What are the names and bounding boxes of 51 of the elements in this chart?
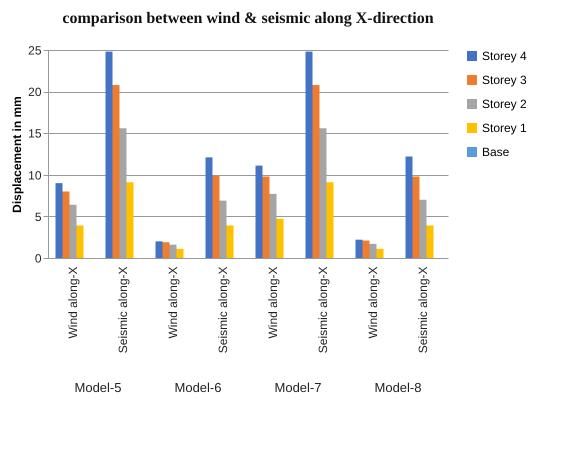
x-tick-label: Wind along-X bbox=[66, 266, 80, 339]
bar bbox=[262, 176, 270, 258]
legend-label: Storey 4 bbox=[482, 49, 528, 63]
y-tick-label: 25 bbox=[28, 44, 42, 58]
y-axis-title: Displacement in mm bbox=[10, 96, 24, 213]
legend-label: Storey 1 bbox=[482, 121, 528, 135]
bar bbox=[312, 84, 320, 258]
bar bbox=[226, 226, 234, 258]
legend-label: Storey 2 bbox=[482, 97, 528, 111]
y-tick-label: 15 bbox=[28, 126, 42, 141]
x-tick-label: Seismic along-X bbox=[416, 266, 430, 354]
bar bbox=[156, 241, 162, 258]
bar bbox=[406, 156, 412, 258]
y-tick-label: 10 bbox=[28, 168, 42, 182]
bar bbox=[276, 218, 284, 258]
x-tick-label: Wind along-X bbox=[366, 266, 380, 339]
y-tick-label: 5 bbox=[34, 210, 42, 224]
bar bbox=[326, 182, 334, 258]
bar bbox=[176, 248, 184, 258]
text: Model-5 bbox=[74, 380, 122, 395]
text: Model-7 bbox=[274, 380, 322, 395]
legend-label: Base bbox=[482, 145, 510, 159]
y-tick-label: 20 bbox=[28, 85, 42, 100]
x-tick-label: Seismic along-X bbox=[116, 266, 130, 354]
chart-title: comparison between wind & seismic along X-direction bbox=[62, 10, 434, 27]
x-tick-label: Seismic along-X bbox=[316, 266, 330, 354]
bar bbox=[306, 52, 312, 258]
bar bbox=[112, 84, 120, 258]
bar bbox=[162, 242, 170, 258]
x-tick-label: Wind along-X bbox=[266, 266, 280, 339]
bar bbox=[206, 157, 212, 258]
bar bbox=[356, 240, 362, 258]
text: Model-8 bbox=[374, 380, 422, 395]
x-tick-label: Seismic along-X bbox=[216, 266, 230, 354]
y-tick-label: 0 bbox=[34, 252, 42, 266]
legend-label: Storey 3 bbox=[482, 73, 528, 87]
bar bbox=[412, 176, 420, 258]
bar bbox=[212, 176, 220, 258]
bar bbox=[370, 244, 376, 258]
x-tick-label: Wind along-X bbox=[166, 266, 180, 339]
bar bbox=[56, 183, 62, 258]
bar bbox=[76, 226, 84, 258]
bar bbox=[256, 166, 262, 258]
bar bbox=[376, 248, 384, 258]
bar bbox=[170, 244, 176, 258]
bar bbox=[426, 226, 434, 258]
bar bbox=[362, 240, 370, 258]
bar bbox=[126, 182, 134, 258]
bar bbox=[62, 191, 70, 258]
bar bbox=[106, 52, 112, 258]
text: Model-6 bbox=[174, 380, 222, 395]
